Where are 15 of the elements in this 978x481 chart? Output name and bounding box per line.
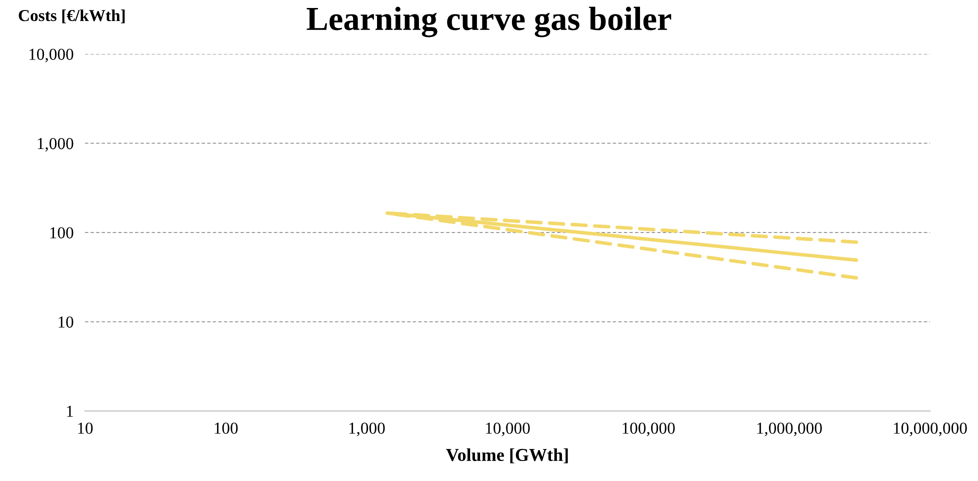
y-axis-title: Costs [€/kWth] — [18, 9, 125, 24]
x-tick-label: 10 — [78, 422, 93, 434]
x-tick-label: 1,000 — [349, 422, 385, 436]
x-axis-title: Volume [GWth] — [446, 448, 568, 464]
y-tick-label: 1,000 — [38, 138, 74, 152]
x-tick-label: 100 — [214, 422, 238, 434]
y-tick-label: 10,000 — [30, 48, 74, 62]
x-tick-label: 100,000 — [622, 422, 675, 436]
y-tick-label: 10 — [58, 316, 74, 328]
y-tick-label: 1 — [67, 406, 73, 417]
y-tick-label: 100 — [50, 227, 74, 238]
x-tick-label: 1,000,000 — [757, 422, 822, 436]
chart-title: Learning curve gas boiler — [306, 6, 672, 38]
x-tick-label: 10,000 — [486, 422, 530, 436]
x-tick-label: 10,000,000 — [894, 422, 967, 436]
